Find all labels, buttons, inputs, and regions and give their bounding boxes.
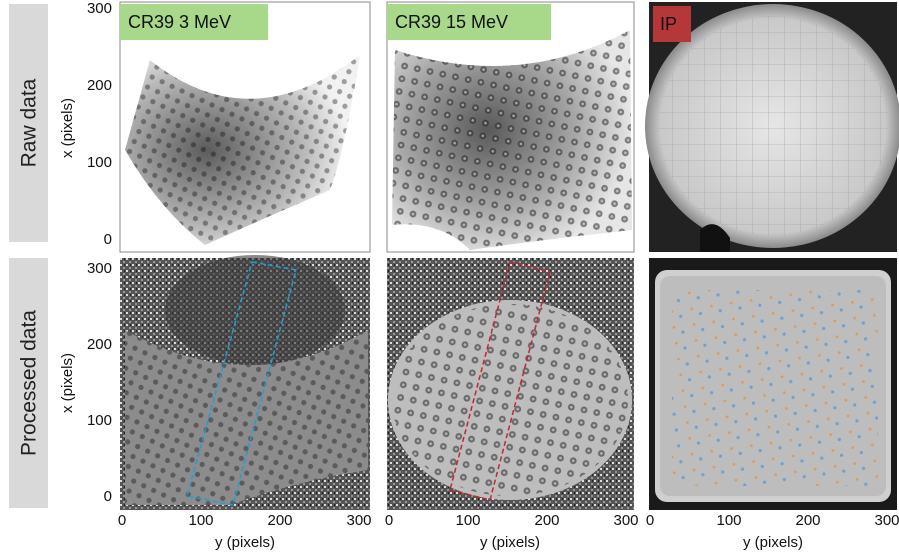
- panel-label: CR39 3 MeV: [128, 12, 231, 32]
- y-axis-label: x (pixels): [59, 98, 76, 158]
- x-tick-label: 100: [716, 512, 741, 529]
- x-tick-label: 100: [455, 512, 480, 529]
- row-label-box: [9, 258, 48, 508]
- panel-label-box: [653, 6, 691, 42]
- panel-label-box: [387, 4, 551, 40]
- raw-image-cr39-3mev: [119, 1, 371, 253]
- processed-image-cr39-15mev: [387, 258, 634, 510]
- y-tick-label: 200: [87, 336, 112, 353]
- x-tick-label: 200: [795, 512, 820, 529]
- row-label: Raw data: [18, 78, 41, 167]
- x-axis-label: y (pixels): [480, 534, 540, 551]
- processed-image-cr39-3mev: [120, 255, 370, 510]
- row-label-box: [9, 4, 48, 242]
- y-tick-label: 200: [87, 77, 112, 94]
- x-axis-label: y (pixels): [215, 534, 275, 551]
- x-tick-label: 0: [646, 512, 654, 529]
- raw-image-cr39-15mev: [386, 1, 635, 253]
- x-tick-label: 0: [385, 512, 393, 529]
- y-axis-label: x (pixels): [59, 353, 76, 413]
- raw-image-ip: [645, 2, 899, 252]
- x-tick-label: 200: [534, 512, 559, 529]
- y-tick-label: 300: [87, 260, 112, 277]
- y-tick-label: 100: [87, 154, 112, 171]
- y-tick-label: 300: [87, 0, 112, 17]
- y-tick-label: 0: [104, 231, 112, 248]
- x-tick-label: 0: [118, 512, 126, 529]
- x-tick-label: 300: [346, 512, 371, 529]
- panel-label: CR39 15 MeV: [395, 12, 508, 32]
- y-tick-label: 0: [104, 488, 112, 505]
- processed-image-ip: [649, 258, 897, 510]
- row-label: Processed data: [18, 310, 41, 456]
- x-tick-label: 100: [188, 512, 213, 529]
- y-tick-label: 100: [87, 412, 112, 429]
- x-tick-label: 300: [874, 512, 899, 529]
- x-tick-label: 200: [267, 512, 292, 529]
- x-tick-label: 300: [613, 512, 638, 529]
- x-axis-label: y (pixels): [743, 534, 803, 551]
- panel-label: IP: [660, 14, 677, 34]
- panel-label-box: [120, 4, 268, 40]
